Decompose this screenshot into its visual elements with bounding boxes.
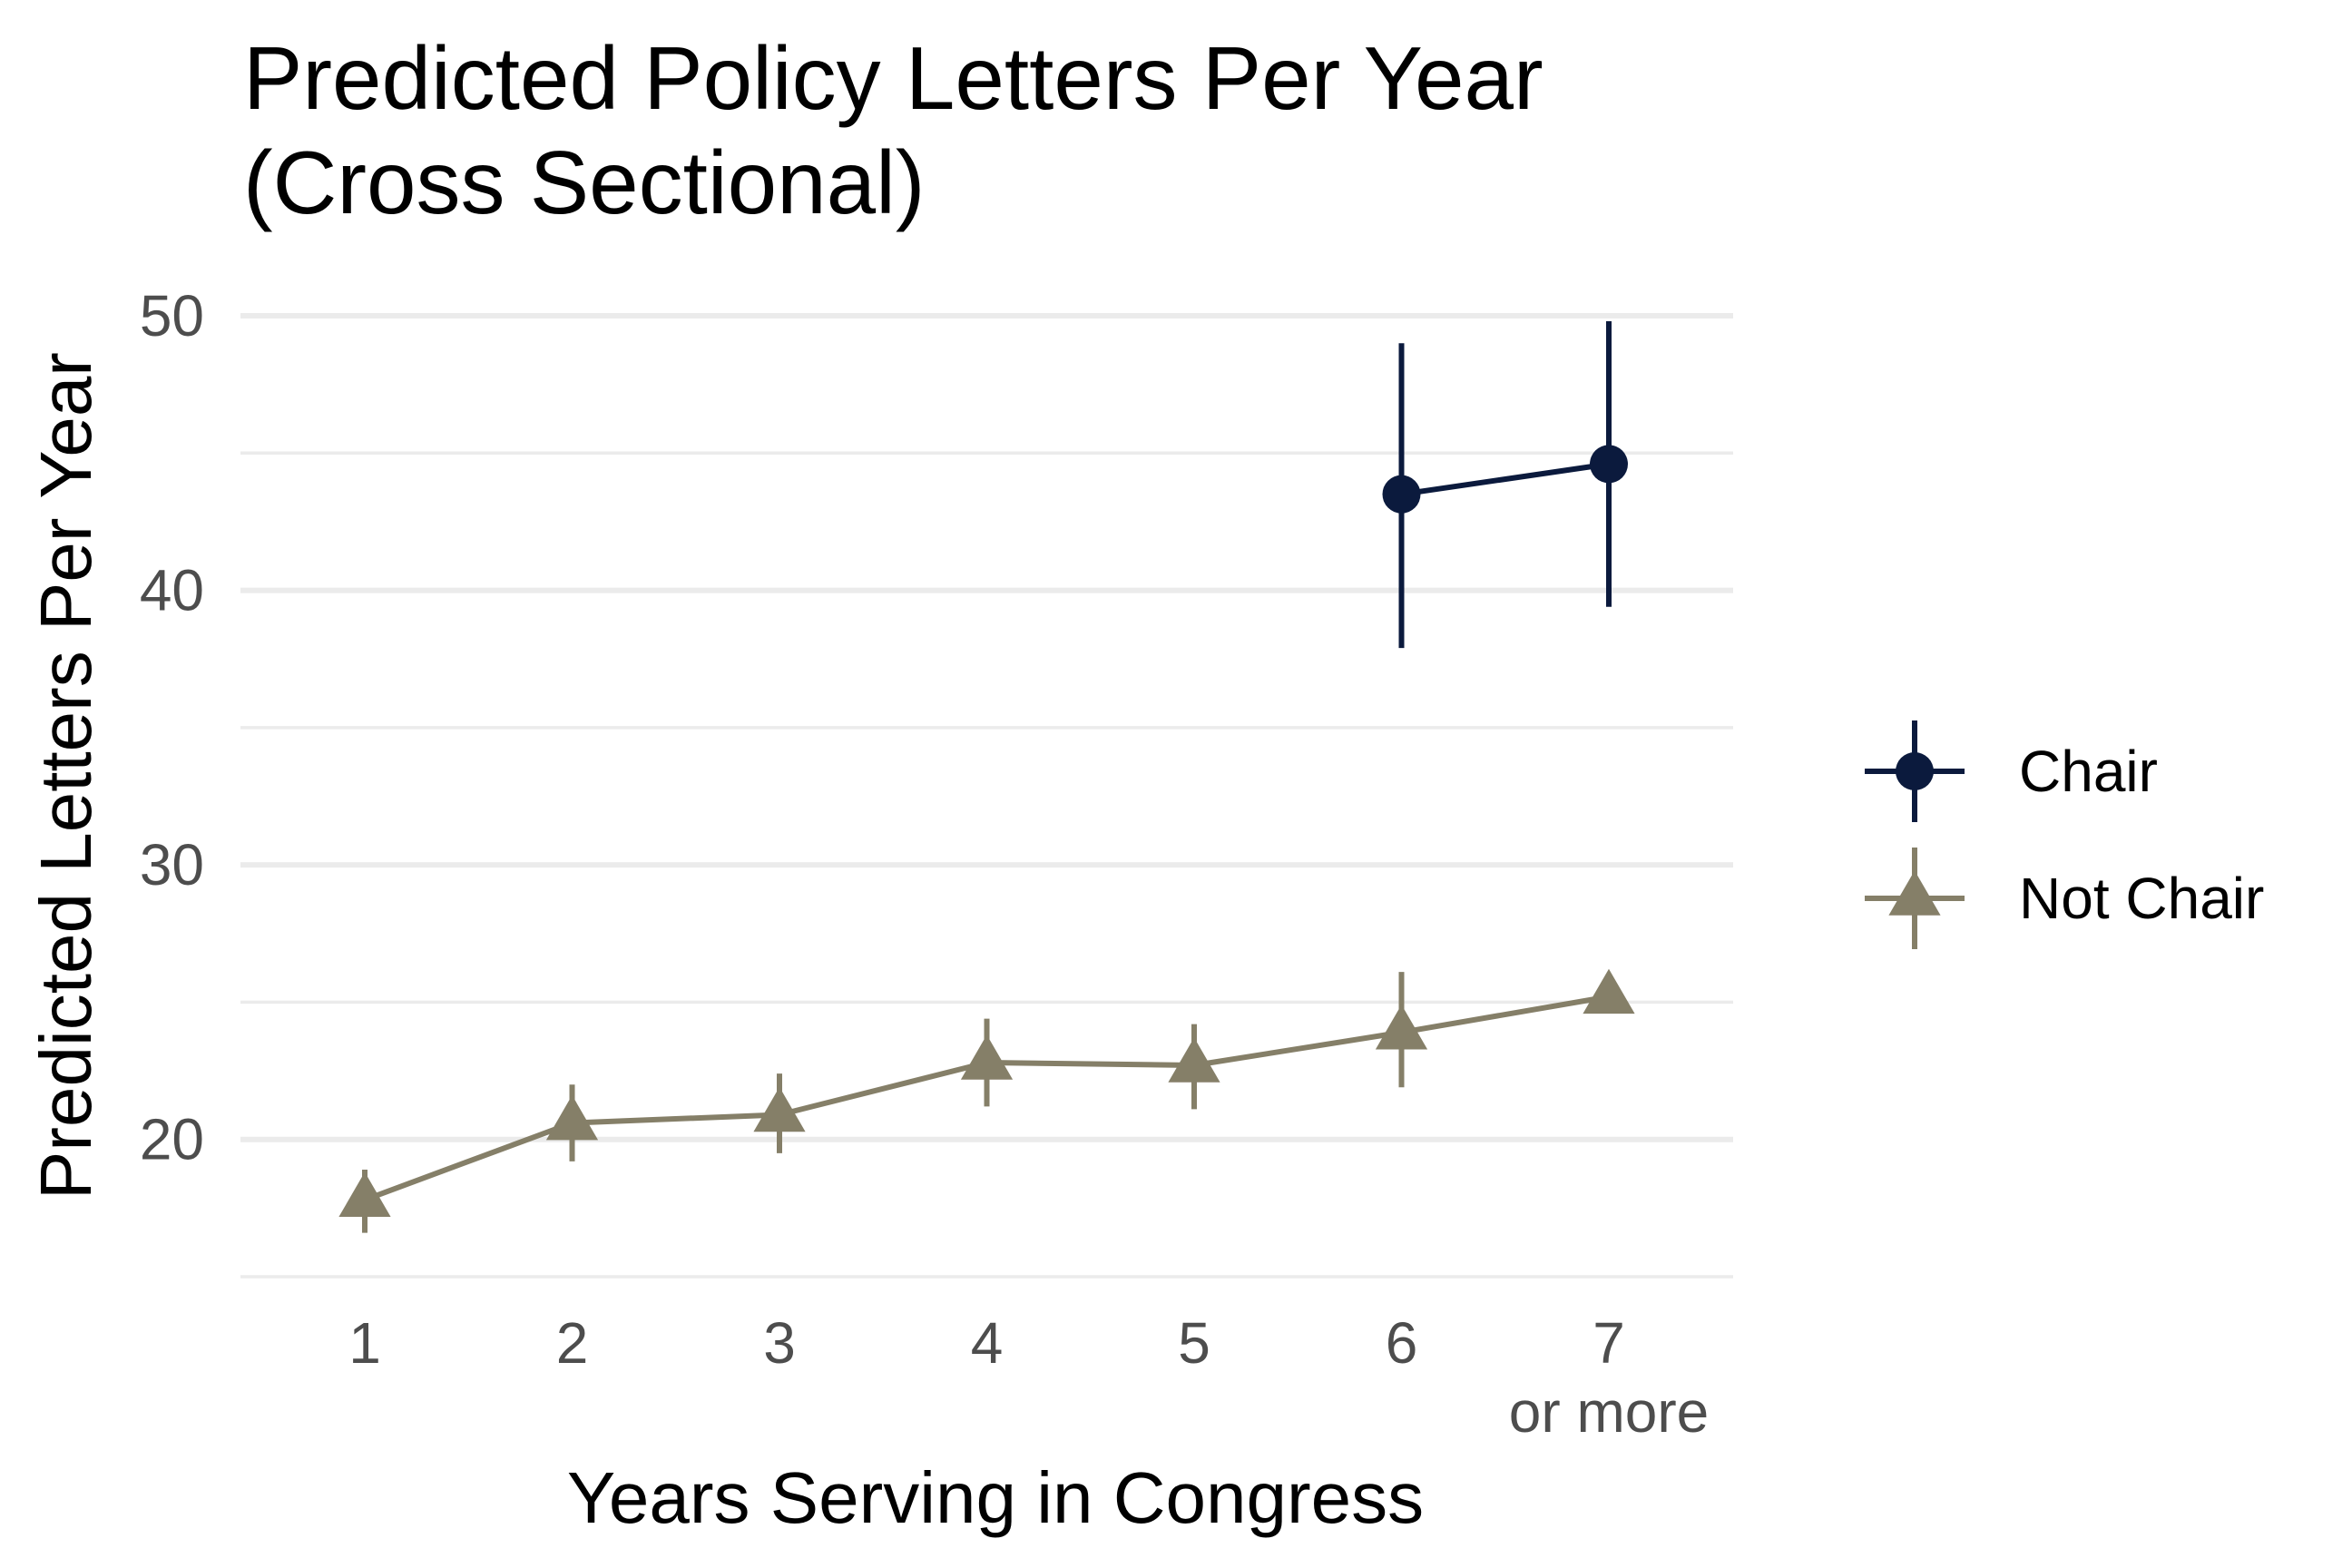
data-point-not-chair: [1375, 1004, 1428, 1050]
data-point-not-chair: [753, 1086, 806, 1132]
legend-label-not-chair: Not Chair: [2019, 866, 2264, 931]
data-point-chair: [1590, 445, 1628, 484]
x-tick-label: 3: [763, 1310, 796, 1376]
y-axis-title: Predicted Letters Per Year: [25, 352, 106, 1200]
legend-item-not-chair: Not Chair: [1865, 848, 2264, 949]
data-point-not-chair: [960, 1034, 1014, 1080]
y-tick-label: 30: [140, 832, 204, 897]
legend-key-marker: [1896, 752, 1934, 790]
series-not-chair: [338, 968, 1635, 1233]
x-axis-ticks: 1 2 3 4 5 6 7or more: [348, 1310, 1709, 1445]
x-tick-label: 5: [1178, 1310, 1210, 1376]
x-tick-label: 6: [1386, 1310, 1418, 1376]
data-point-not-chair: [545, 1094, 599, 1141]
gridlines: [240, 313, 1733, 1279]
legend-item-chair: Chair: [1865, 720, 2158, 822]
plot-series: [338, 321, 1635, 1233]
legend-label-chair: Chair: [2019, 739, 2158, 804]
series-line-chair: [1401, 461, 1610, 497]
data-point-chair: [1382, 475, 1421, 514]
x-tick-sublabel: or more: [1509, 1379, 1710, 1445]
y-axis-ticks: 20 30 40 50: [140, 283, 204, 1172]
chart-title-line-1: Predicted Policy Letters Per Year: [243, 28, 1544, 128]
series-chair: [1382, 321, 1628, 649]
x-tick-label: 7: [1592, 1310, 1625, 1376]
legend: Chair Not Chair: [1865, 720, 2264, 949]
data-point-not-chair: [1583, 968, 1635, 1014]
data-point-not-chair: [1168, 1037, 1220, 1083]
y-tick-label: 50: [140, 283, 204, 348]
y-tick-label: 20: [140, 1107, 204, 1172]
data-point-not-chair: [338, 1171, 391, 1218]
x-tick-label: 4: [971, 1310, 1004, 1376]
y-tick-label: 40: [140, 558, 204, 623]
x-axis-title: Years Serving in Congress: [567, 1457, 1424, 1538]
x-tick-label: 1: [348, 1310, 381, 1376]
chart-title-line-2: (Cross Sectional): [243, 132, 926, 232]
legend-key-marker: [1888, 870, 1941, 916]
x-tick-label: 2: [556, 1310, 589, 1376]
